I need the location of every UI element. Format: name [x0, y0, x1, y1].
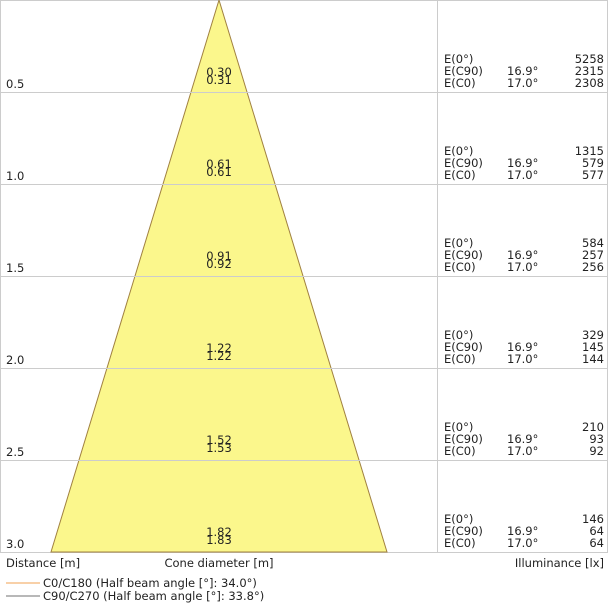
footer-illuminance: Illuminance [lx]	[515, 556, 604, 570]
diameter-label: 1.22	[206, 349, 232, 363]
illuminance-name: E(C90)	[444, 248, 483, 262]
illuminance-name: E(C90)	[444, 340, 483, 354]
half-angle: 16.9°	[507, 432, 538, 446]
illuminance-value: 64	[589, 536, 604, 550]
distance-label: 1.0	[6, 169, 24, 183]
diameter-label: 1.82	[206, 525, 232, 539]
illuminance-value: 257	[582, 248, 604, 262]
illuminance-value: 577	[582, 168, 604, 182]
illuminance-value: 146	[582, 512, 604, 526]
illuminance-name: E(C0)	[444, 536, 476, 550]
illuminance-value: 64	[589, 524, 604, 538]
illuminance-name: E(0°)	[444, 512, 473, 526]
illuminance-value: 2308	[575, 76, 604, 90]
legend-label: C0/C180 (Half beam angle [°]: 34.0°)	[43, 576, 257, 590]
illuminance-name: E(C90)	[444, 156, 483, 170]
distance-label: 1.5	[6, 261, 24, 275]
illuminance-value: 329	[582, 328, 604, 342]
diameter-label: 0.30	[206, 65, 232, 79]
distance-label: 0.5	[6, 77, 24, 91]
half-angle: 17.0°	[507, 260, 538, 274]
illuminance-name: E(0°)	[444, 420, 473, 434]
illuminance-value: 93	[589, 432, 604, 446]
illuminance-value: 92	[589, 444, 604, 458]
half-angle: 16.9°	[507, 524, 538, 538]
illuminance-name: E(0°)	[444, 52, 473, 66]
half-angle: 17.0°	[507, 444, 538, 458]
illuminance-name: E(C0)	[444, 76, 476, 90]
half-angle: 16.9°	[507, 64, 538, 78]
distance-label: 2.0	[6, 353, 24, 367]
half-angle: 16.9°	[507, 340, 538, 354]
half-angle: 16.9°	[507, 248, 538, 262]
illuminance-value: 5258	[575, 52, 604, 66]
half-angle: 17.0°	[507, 352, 538, 366]
half-angle: 17.0°	[507, 76, 538, 90]
illuminance-value: 144	[582, 352, 604, 366]
diameter-label: 0.91	[206, 249, 232, 263]
illuminance-value: 256	[582, 260, 604, 274]
illuminance-value: 1315	[575, 144, 604, 158]
diameter-label: 0.61	[206, 157, 232, 171]
illuminance-value: 145	[582, 340, 604, 354]
illuminance-name: E(C90)	[444, 524, 483, 538]
illuminance-name: E(C0)	[444, 352, 476, 366]
footer-diameter: Cone diameter [m]	[164, 556, 273, 570]
diameter-label: 0.61	[206, 165, 232, 179]
diameter-label: 1.83	[206, 533, 232, 547]
diameter-label: 1.53	[206, 441, 232, 455]
illuminance-value: 584	[582, 236, 604, 250]
illuminance-name: E(C90)	[444, 64, 483, 78]
illuminance-name: E(C0)	[444, 260, 476, 274]
diameter-label: 1.52	[206, 433, 232, 447]
legend-label: C90/C270 (Half beam angle [°]: 33.8°)	[43, 589, 264, 603]
illuminance-name: E(C0)	[444, 168, 476, 182]
half-angle: 17.0°	[507, 536, 538, 550]
diameter-label: 0.31	[206, 73, 232, 87]
distance-label: 2.5	[6, 445, 24, 459]
distance-label: 3.0	[6, 537, 24, 551]
illuminance-name: E(C90)	[444, 432, 483, 446]
illuminance-name: E(0°)	[444, 328, 473, 342]
illuminance-value: 579	[582, 156, 604, 170]
half-angle: 17.0°	[507, 168, 538, 182]
illuminance-value: 210	[582, 420, 604, 434]
illuminance-name: E(0°)	[444, 236, 473, 250]
footer-distance: Distance [m]	[6, 556, 80, 570]
half-angle: 16.9°	[507, 156, 538, 170]
illuminance-value: 2315	[575, 64, 604, 78]
diameter-label: 1.22	[206, 341, 232, 355]
illuminance-name: E(0°)	[444, 144, 473, 158]
diameter-label: 0.92	[206, 257, 232, 271]
illuminance-name: E(C0)	[444, 444, 476, 458]
